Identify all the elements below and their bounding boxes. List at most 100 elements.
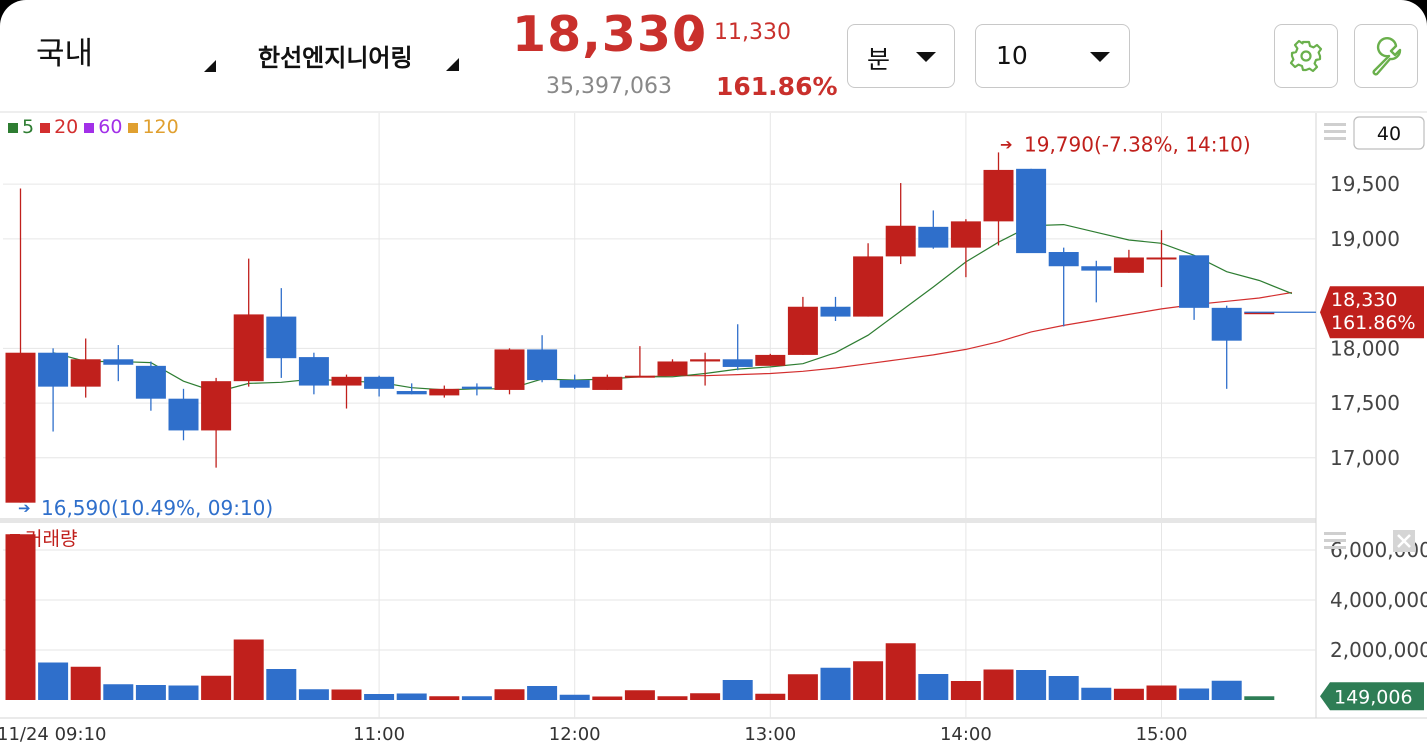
candle (983, 152, 1014, 246)
candle (657, 359, 688, 376)
candle (1113, 249, 1144, 273)
change-percent: 161.86% (716, 72, 838, 101)
volume-tick-label: 4,000,000 (1330, 588, 1427, 612)
volume-bar (5, 534, 36, 700)
candle-body (755, 354, 786, 366)
price-tick-label: 17,000 (1330, 446, 1400, 470)
candle (527, 335, 558, 383)
last-volume-badge (1320, 682, 1424, 711)
interval-value-select[interactable]: 10 (975, 24, 1130, 88)
candle-body (103, 359, 134, 365)
candle (1244, 312, 1275, 315)
candle (755, 353, 786, 366)
candle (559, 374, 590, 389)
volume-bar (820, 667, 851, 700)
candle-body (1179, 255, 1210, 308)
volume-bar (233, 639, 264, 700)
market-selector[interactable]: 국내 (36, 36, 94, 72)
candle (853, 243, 884, 317)
volume-bar (331, 689, 362, 700)
volume-bar (624, 690, 655, 700)
candle (461, 383, 492, 396)
volume-bar (950, 681, 981, 700)
price-panel-menu-icon[interactable] (1324, 123, 1346, 140)
candle-body (168, 398, 199, 431)
candle (592, 374, 623, 390)
volume-bar (722, 680, 753, 700)
candle-body (461, 386, 492, 389)
ma-legend-item: 60 (84, 116, 122, 138)
candle (787, 296, 818, 355)
interval-unit-select[interactable]: 분 (847, 24, 955, 88)
candle (950, 219, 981, 278)
tools-button[interactable] (1354, 24, 1418, 88)
volume-bar (429, 696, 460, 700)
volume-bar (1179, 688, 1210, 700)
candle-body (135, 365, 166, 399)
candle (396, 383, 427, 395)
volume-bar (1146, 685, 1177, 700)
volume-bar (787, 674, 818, 700)
ma-legend-swatch (40, 122, 51, 133)
ma-legend-item: 5 (8, 116, 34, 138)
candle-body (624, 375, 655, 378)
candle (624, 346, 655, 378)
ma-legend-swatch (128, 122, 139, 133)
x-tick-label: 12:00 (549, 724, 601, 745)
volume-panel-close-icon[interactable] (1393, 530, 1415, 552)
ma-legend: 5 20 60 120 (8, 116, 179, 138)
candle-body (885, 225, 916, 257)
candle-body (364, 376, 395, 389)
menu-bar-line (1324, 539, 1346, 542)
stock-name[interactable]: 한선엔지니어링 (258, 44, 413, 72)
candle (266, 288, 297, 378)
price-tick-label: 19,000 (1330, 227, 1400, 251)
ma-legend-item: 120 (128, 116, 179, 138)
ma-legend-label: 5 (22, 116, 35, 138)
volume-bar (70, 666, 101, 700)
market-dropdown-icon[interactable] (204, 60, 216, 72)
candle (1016, 168, 1047, 254)
candle-body (722, 359, 753, 367)
candle-body (820, 306, 851, 317)
stock-dropdown-icon[interactable] (446, 58, 459, 71)
volume-bar (1016, 670, 1047, 700)
volume-bar (168, 685, 199, 700)
volume-legend-swatch (10, 534, 20, 544)
volume-bar (690, 693, 721, 700)
candle (201, 377, 232, 468)
ma-legend-label: 20 (54, 116, 79, 138)
candle-body (396, 391, 427, 395)
candle-body (38, 352, 69, 387)
count-box[interactable] (1353, 116, 1425, 150)
candle (1081, 260, 1112, 303)
last-volume-badge-value: 149,006 (1334, 686, 1413, 708)
volume-bar (1048, 676, 1079, 700)
candle (5, 188, 36, 503)
settings-button[interactable] (1274, 24, 1338, 88)
candle (722, 324, 753, 371)
candle-body (983, 169, 1014, 222)
candle-body (429, 388, 460, 396)
volume-bar (1211, 680, 1242, 700)
close-cross (1397, 534, 1411, 548)
x-date-label: 11/24 09:10 (0, 724, 106, 745)
price-change: 11,330 (714, 20, 791, 45)
candle (70, 338, 101, 398)
interval-value-label: 10 (996, 41, 1028, 70)
candle (233, 258, 264, 387)
candle (135, 361, 166, 411)
candle (1179, 255, 1210, 320)
price-tick-label: 19,500 (1330, 172, 1400, 196)
volume-bar (201, 675, 232, 700)
volume-bar (266, 669, 297, 700)
ma-legend-label: 60 (98, 116, 123, 138)
volume-title: 거래량 (25, 528, 77, 550)
chevron-down-icon (1090, 52, 1110, 62)
wrench-icon (1372, 36, 1401, 75)
volume-panel-menu-icon[interactable] (1324, 532, 1346, 549)
candle (298, 352, 329, 395)
candle-body (1113, 257, 1144, 273)
